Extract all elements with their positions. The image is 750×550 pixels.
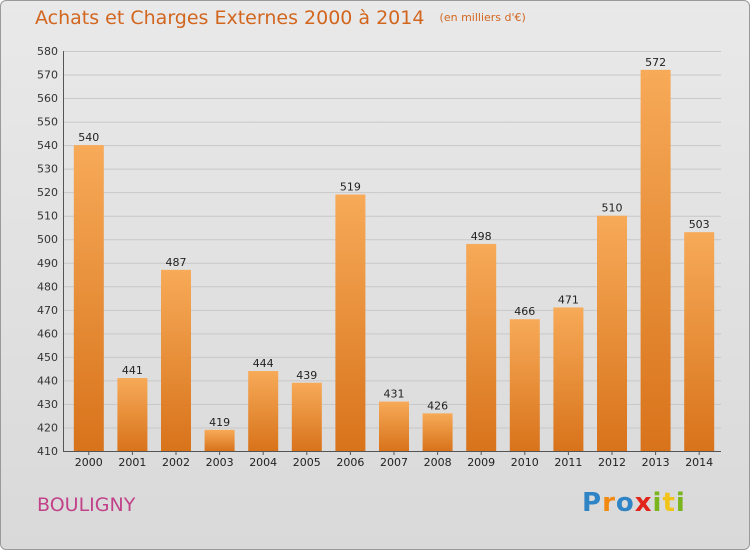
value-label: 419 xyxy=(209,416,230,429)
y-tick-label: 580 xyxy=(37,45,58,58)
proxiti-logo: Proxiti xyxy=(582,488,686,518)
y-tick-label: 490 xyxy=(37,257,58,270)
y-tick-label: 550 xyxy=(37,116,58,129)
value-label: 572 xyxy=(645,56,666,69)
value-label: 487 xyxy=(166,256,187,269)
x-tick-label: 2011 xyxy=(554,456,582,469)
bar-2012 xyxy=(597,215,627,451)
y-tick-label: 450 xyxy=(37,351,58,364)
bar-2009 xyxy=(466,243,497,451)
bar-2013 xyxy=(640,69,671,451)
brand-letter: o xyxy=(615,488,635,518)
x-tick-label: 2008 xyxy=(424,456,452,469)
bar-2005 xyxy=(291,382,322,451)
bar-2014 xyxy=(684,232,715,451)
value-label: 466 xyxy=(514,305,535,318)
bar-2011 xyxy=(553,307,584,451)
y-tick-label: 510 xyxy=(37,210,58,223)
y-tick-label: 430 xyxy=(37,398,58,411)
y-tick-label: 470 xyxy=(37,304,58,317)
brand-letter: i xyxy=(675,488,686,518)
brand-letter: i xyxy=(652,488,663,518)
value-label: 498 xyxy=(471,230,492,243)
value-label: 441 xyxy=(122,364,143,377)
x-tick-label: 2004 xyxy=(249,456,277,469)
brand-letter: x xyxy=(634,488,653,518)
title-row: Achats et Charges Externes 2000 à 2014 (… xyxy=(35,7,526,29)
value-label: 540 xyxy=(78,131,99,144)
bar-2001 xyxy=(117,378,148,451)
brand-letter: t xyxy=(662,488,676,518)
y-tick-label: 440 xyxy=(37,374,58,387)
y-tick-label: 560 xyxy=(37,92,58,105)
x-tick-label: 2009 xyxy=(467,456,495,469)
bar-2004 xyxy=(248,371,279,451)
chart-units: (en milliers d'€) xyxy=(439,11,526,24)
x-tick-label: 2014 xyxy=(685,456,713,469)
value-label: 431 xyxy=(384,388,405,401)
value-label: 503 xyxy=(689,218,710,231)
x-tick-label: 2006 xyxy=(336,456,364,469)
commune-name: BOULIGNY xyxy=(37,494,136,516)
y-tick-label: 530 xyxy=(37,163,58,176)
bar-2002 xyxy=(161,269,191,451)
y-tick-label: 570 xyxy=(37,69,58,82)
chart-title: Achats et Charges Externes 2000 à 2014 xyxy=(35,7,425,29)
x-tick-label: 2012 xyxy=(598,456,626,469)
value-label: 519 xyxy=(340,181,361,194)
y-tick-label: 520 xyxy=(37,186,58,199)
x-tick-label: 2013 xyxy=(642,456,670,469)
value-label: 471 xyxy=(558,293,579,306)
y-tick-label: 420 xyxy=(37,421,58,434)
y-tick-label: 460 xyxy=(37,327,58,340)
value-label: 444 xyxy=(253,357,274,370)
bar-2000 xyxy=(73,145,104,451)
brand-letter: r xyxy=(602,488,616,518)
bar-2003 xyxy=(204,429,235,451)
bar-2008 xyxy=(422,413,453,451)
bar-2007 xyxy=(379,401,409,451)
bars xyxy=(73,69,715,451)
value-label: 439 xyxy=(296,369,317,382)
y-tick-label: 480 xyxy=(37,280,58,293)
y-tick-label: 410 xyxy=(37,445,58,458)
x-tick-label: 2005 xyxy=(293,456,321,469)
x-tick-label: 2000 xyxy=(75,456,103,469)
brand-letter: P xyxy=(582,488,603,518)
value-labels: 540 441 487 419 444 439 519 431 426 498 466 471 510 5… xyxy=(78,56,709,429)
y-tick-label: 540 xyxy=(37,139,58,152)
x-tick-label: 2010 xyxy=(511,456,539,469)
value-label: 510 xyxy=(602,202,623,215)
axes: 410 420 430 440 450 460 470 480 490 500 510 520 530 5… xyxy=(37,45,721,469)
x-tick-label: 2001 xyxy=(118,456,146,469)
value-label: 426 xyxy=(427,399,448,412)
x-tick-label: 2003 xyxy=(206,456,234,469)
y-tick-label: 500 xyxy=(37,233,58,246)
x-tick-label: 2002 xyxy=(162,456,190,469)
x-tick-label: 2007 xyxy=(380,456,408,469)
bar-2010 xyxy=(509,319,540,451)
bar-2006 xyxy=(335,194,366,451)
